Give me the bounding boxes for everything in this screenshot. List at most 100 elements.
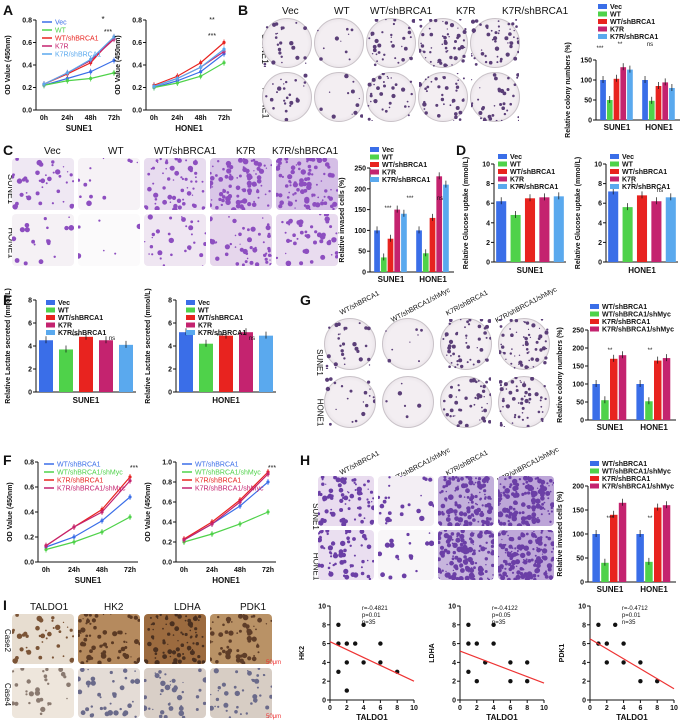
cell-dot	[253, 655, 255, 657]
cell-dot	[528, 539, 533, 545]
cell-dot	[360, 571, 365, 576]
cell-dot	[173, 685, 178, 691]
cell-dot	[47, 682, 50, 685]
cell-dot	[369, 84, 372, 87]
cell-dot	[322, 498, 326, 502]
cell-dot	[516, 73, 519, 77]
cell-dot	[458, 389, 461, 392]
cell-dot	[103, 249, 105, 252]
cell-dot	[247, 202, 252, 207]
cell-dot	[318, 563, 321, 568]
cell-dot	[218, 197, 222, 202]
cell-dot	[180, 643, 185, 647]
cell-dot	[484, 496, 487, 499]
cell-dot	[457, 355, 461, 358]
cell-dot	[540, 530, 544, 532]
y-tick-label: 50	[584, 98, 592, 105]
cell-dot	[479, 87, 481, 89]
data-point	[222, 49, 226, 54]
cell-dot	[482, 419, 487, 423]
y-axis-label: PDK1	[559, 644, 566, 663]
cell-dot	[222, 649, 226, 654]
cell-dot	[68, 225, 74, 231]
cell-dot	[160, 680, 166, 686]
cell-dot	[538, 487, 545, 493]
cell-dot	[361, 559, 365, 564]
x-tick-label: 48h	[195, 115, 207, 122]
legend-swatch	[590, 468, 599, 474]
cell-dot	[480, 52, 485, 56]
cell-dot	[353, 481, 356, 484]
y-tick-label: 150	[580, 58, 592, 65]
cell-dot	[176, 198, 182, 203]
cell-dot	[38, 618, 44, 623]
cell-dot	[497, 87, 501, 91]
cell-dot	[233, 685, 237, 689]
cell-dot	[211, 165, 214, 168]
col-label: WT	[334, 6, 350, 17]
cell-dot	[293, 241, 297, 246]
cell-dot	[252, 614, 256, 618]
cell-dot	[391, 93, 396, 99]
cell-dot	[238, 232, 242, 237]
cell-dot	[286, 238, 291, 243]
cell-dot	[329, 511, 333, 515]
cell-dot	[391, 44, 395, 48]
cell-dot	[541, 502, 544, 506]
cell-dot	[15, 205, 18, 208]
cell-dot	[438, 577, 440, 580]
legend-swatch	[610, 154, 619, 159]
cell-dot	[231, 207, 237, 210]
cell-dot	[151, 232, 155, 237]
legend-swatch	[610, 161, 619, 167]
data-point	[182, 538, 186, 542]
cell-dot	[539, 501, 541, 503]
cell-dot	[459, 563, 464, 568]
cell-dot	[228, 639, 232, 643]
cell-dot	[334, 237, 337, 240]
cell-dot	[328, 571, 334, 577]
legend-label: K7R/shBRCA1	[622, 184, 670, 191]
data-point	[112, 71, 116, 75]
cell-dot	[473, 57, 476, 60]
cell-dot	[25, 693, 28, 696]
cell-dot	[267, 717, 270, 718]
cell-dot	[476, 397, 480, 400]
cell-dot	[319, 57, 323, 61]
cell-dot	[441, 43, 444, 46]
legend-label: K7R/shBRCA1	[510, 184, 558, 191]
cell-dot	[357, 497, 362, 501]
cell-dot	[403, 46, 408, 51]
cell-dot	[251, 181, 257, 187]
cell-dot	[218, 177, 224, 182]
cell-dot	[444, 21, 449, 25]
cell-dot	[297, 161, 302, 166]
cell-dot	[358, 513, 362, 517]
cell-dot	[480, 546, 486, 552]
significance-mark: **	[608, 348, 613, 354]
cell-dot	[316, 158, 320, 160]
cell-dot	[516, 550, 519, 552]
cell-dot	[41, 641, 44, 643]
cell-dot	[391, 86, 395, 90]
cell-dot	[509, 102, 512, 106]
cell-dot	[512, 94, 515, 98]
micrograph	[12, 214, 74, 266]
cell-dot	[458, 358, 463, 363]
cell-dot	[444, 572, 450, 578]
cell-dot	[447, 522, 453, 526]
cell-dot	[218, 652, 222, 656]
cell-dot	[439, 531, 443, 535]
cell-dot	[548, 512, 551, 515]
cell-dot	[425, 541, 430, 546]
cell-dot	[171, 195, 177, 200]
x-tick-label: 0h	[42, 567, 50, 574]
cell-dot	[463, 483, 469, 488]
cell-dot	[451, 538, 454, 541]
y-tick-label: 0.2	[22, 85, 32, 92]
panel-g-photos: WT/shBRCA1 WT/shBRCA1/shMyc K7R/shBRCA1 …	[314, 286, 559, 438]
cell-dot	[335, 476, 338, 479]
x-tick-label: 0	[588, 705, 592, 712]
cell-dot	[467, 546, 474, 553]
cell-dot	[350, 564, 354, 568]
